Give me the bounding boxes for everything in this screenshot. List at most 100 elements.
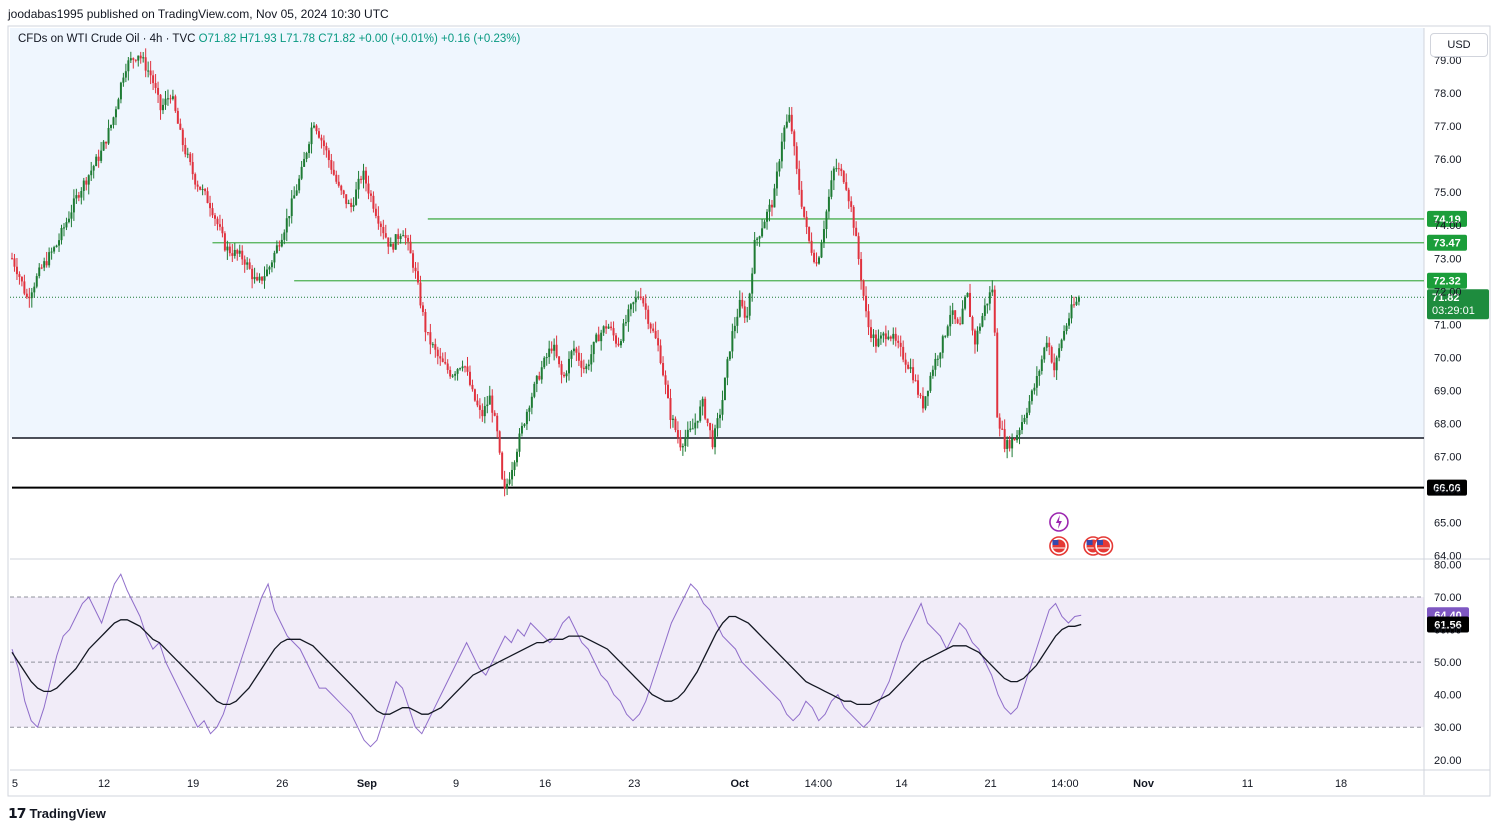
candle-body	[473, 389, 476, 401]
candle-body	[152, 75, 155, 84]
candle-body	[119, 82, 122, 100]
footer-brand[interactable]: 𝟭𝟳 TradingView	[8, 805, 106, 822]
candle-body	[753, 239, 756, 274]
candle-body	[879, 335, 882, 339]
candle-body	[228, 246, 231, 254]
candle-body	[1065, 325, 1068, 332]
candle-104	[268, 265, 271, 275]
candle-410	[1025, 407, 1028, 425]
candle-35	[97, 149, 100, 168]
candle-body	[275, 245, 278, 253]
candle-76	[199, 186, 202, 191]
candle-421	[1053, 353, 1056, 378]
candle-body	[223, 233, 226, 251]
legend-title[interactable]: CFDs on WTI Crude Oil · 4h · TVC	[18, 33, 196, 45]
candle-169	[429, 323, 432, 355]
candle-body	[449, 369, 452, 377]
candle-body	[389, 243, 392, 247]
candle-47	[127, 56, 130, 81]
candle-4	[20, 276, 23, 287]
last-price-bg	[1427, 289, 1489, 320]
candle-84	[218, 214, 221, 231]
candle-153	[389, 237, 392, 247]
candle-62	[164, 90, 167, 110]
candle-364	[912, 358, 915, 384]
candle-body	[912, 367, 915, 381]
candle-body	[233, 249, 236, 256]
candle-body	[696, 420, 699, 423]
candle-213	[538, 371, 541, 381]
candle-body	[303, 158, 306, 167]
candle-255	[642, 296, 645, 307]
candle-3	[18, 271, 21, 285]
candle-body	[917, 380, 920, 395]
candle-360	[902, 340, 905, 363]
candle-body	[439, 356, 442, 359]
candle-body	[733, 325, 736, 332]
candle-body	[907, 364, 910, 369]
candle-262	[659, 339, 662, 365]
candle-body	[53, 247, 56, 252]
candle-body	[50, 251, 53, 253]
candle-body	[80, 191, 83, 198]
rsi-tick-2: 60.00	[1434, 625, 1462, 637]
candle-body	[1040, 359, 1043, 372]
candle-body	[471, 384, 474, 390]
candle-242	[610, 321, 613, 331]
candle-249	[627, 304, 630, 332]
candle-208	[525, 409, 528, 431]
candle-387	[969, 283, 972, 318]
candle-271	[681, 443, 684, 456]
candle-139	[355, 181, 358, 206]
candle-body	[619, 341, 622, 346]
currency-button[interactable]: USD	[1430, 33, 1488, 57]
candle-body	[610, 326, 613, 329]
candle-body	[902, 346, 905, 360]
candle-178	[451, 374, 454, 378]
level-label-0: 74.19	[1427, 210, 1467, 227]
candle-377	[944, 335, 947, 339]
candle-306	[768, 199, 771, 222]
candle-181	[459, 367, 462, 371]
candle-74	[194, 172, 197, 190]
rsi-ma-text: 61.56	[1434, 619, 1462, 631]
candle-245	[617, 337, 620, 347]
candle-body	[770, 204, 773, 208]
candle-body	[231, 253, 234, 256]
candle-114	[293, 186, 296, 199]
candle-body	[882, 333, 885, 336]
candle-body	[360, 178, 363, 180]
candle-316	[793, 129, 796, 156]
last-price-value: 71.82	[1432, 292, 1460, 304]
candle-265	[667, 380, 670, 399]
candle-365	[914, 374, 917, 382]
candle-body	[412, 253, 415, 268]
rsi-ma-bg	[1427, 616, 1469, 633]
candle-189	[478, 398, 481, 419]
candle-body	[310, 127, 313, 145]
candle-327	[820, 239, 823, 259]
candle-105	[270, 260, 273, 273]
candle-body	[986, 303, 989, 306]
candle-body	[139, 55, 142, 59]
x-tick-9: 14:00	[805, 778, 833, 790]
candle-body	[129, 58, 132, 61]
candle-body	[436, 349, 439, 357]
candle-280	[704, 396, 707, 421]
candle-body	[18, 274, 21, 277]
candle-91	[236, 248, 239, 261]
rsi-tick-5: 30.00	[1434, 722, 1462, 734]
candle-body	[1053, 362, 1056, 371]
candle-211	[533, 381, 536, 399]
candle-171	[434, 338, 437, 358]
candle-body	[679, 437, 682, 448]
candle-body	[520, 425, 523, 434]
candle-71	[186, 147, 189, 159]
candle-106	[273, 250, 276, 269]
candle-body	[964, 296, 967, 309]
candle-21	[62, 223, 65, 237]
candle-372	[931, 365, 934, 379]
candle-331	[830, 170, 833, 200]
candle-body	[545, 357, 548, 359]
